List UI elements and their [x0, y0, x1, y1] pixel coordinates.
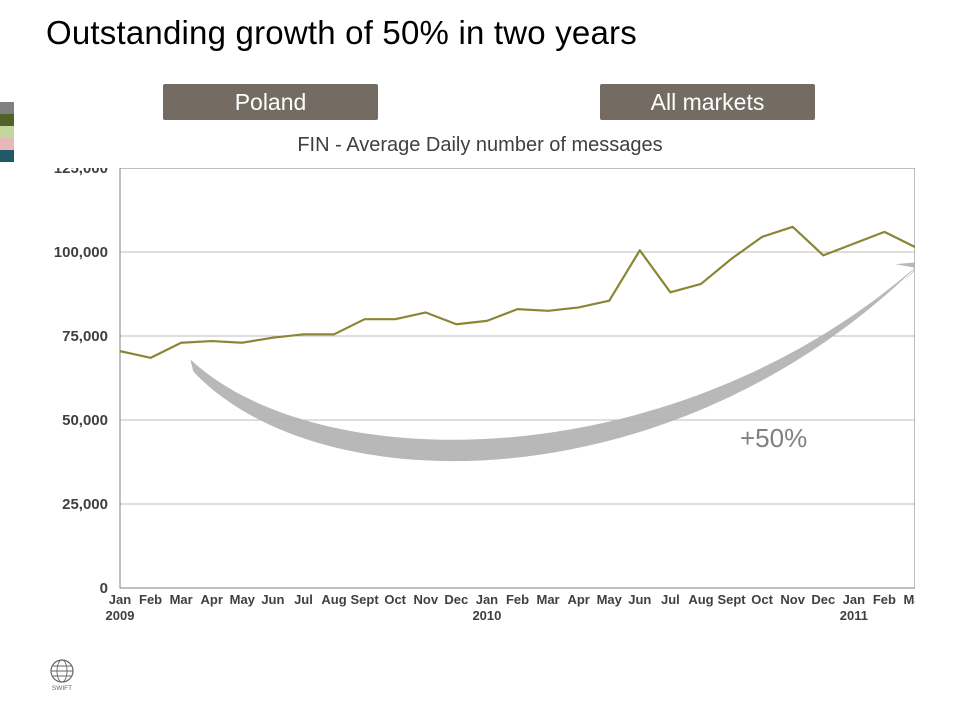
svg-text:Jan: Jan [476, 592, 498, 607]
svg-text:May: May [597, 592, 623, 607]
chart-subtitle: FIN - Average Daily number of messages [0, 134, 960, 157]
svg-text:Feb: Feb [139, 592, 162, 607]
svg-text:Jun: Jun [261, 592, 284, 607]
svg-text:Feb: Feb [873, 592, 896, 607]
svg-text:75,000: 75,000 [62, 328, 108, 345]
svg-text:100,000: 100,000 [54, 244, 108, 261]
svg-text:Sept: Sept [351, 592, 380, 607]
svg-text:50,000: 50,000 [62, 412, 108, 429]
svg-text:Dec: Dec [444, 592, 468, 607]
svg-text:Apr: Apr [567, 592, 589, 607]
logo-text: SWIFT [52, 685, 72, 692]
svg-text:2011: 2011 [840, 608, 868, 623]
svg-text:25,000: 25,000 [62, 496, 108, 513]
svg-text:Mar: Mar [170, 592, 193, 607]
globe-icon: SWIFT [44, 657, 80, 693]
svg-text:Aug: Aug [688, 592, 713, 607]
svg-text:Jul: Jul [661, 592, 680, 607]
svg-text:May: May [230, 592, 256, 607]
svg-text:Jan: Jan [843, 592, 865, 607]
svg-text:Sept: Sept [717, 592, 746, 607]
svg-text:Mar: Mar [903, 592, 915, 607]
line-chart: 0 25,000 50,000 75,000 100,000 125,000 Jan Feb M… [50, 168, 915, 623]
svg-text:Nov: Nov [780, 592, 805, 607]
svg-text:Jan: Jan [109, 592, 131, 607]
svg-text:Aug: Aug [321, 592, 346, 607]
footer-logo: SWIFT [44, 657, 80, 698]
svg-text:Feb: Feb [506, 592, 529, 607]
svg-text:2010: 2010 [472, 608, 501, 623]
growth-annotation: +50% [740, 423, 807, 454]
badge-poland: Poland [163, 84, 378, 120]
svg-text:Mar: Mar [537, 592, 560, 607]
svg-text:Apr: Apr [201, 592, 223, 607]
svg-text:Oct: Oct [384, 592, 406, 607]
svg-text:Nov: Nov [413, 592, 438, 607]
svg-text:2009: 2009 [106, 608, 135, 623]
svg-text:Oct: Oct [751, 592, 773, 607]
slide-title: Outstanding growth of 50% in two years [46, 14, 637, 52]
svg-text:Dec: Dec [811, 592, 835, 607]
svg-text:Jun: Jun [628, 592, 651, 607]
badge-allmarkets-label: All markets [651, 89, 765, 116]
svg-text:Jul: Jul [294, 592, 313, 607]
badge-poland-label: Poland [235, 89, 307, 116]
svg-text:0: 0 [100, 580, 108, 597]
svg-text:125,000: 125,000 [54, 168, 108, 177]
chart-container: 0 25,000 50,000 75,000 100,000 125,000 Jan Feb M… [50, 168, 915, 623]
badge-allmarkets: All markets [600, 84, 815, 120]
